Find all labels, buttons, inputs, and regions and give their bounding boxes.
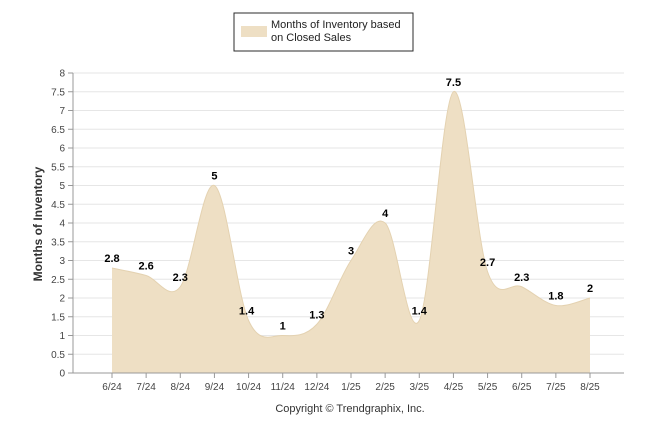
legend-text-line1: Months of Inventory based (271, 19, 401, 31)
y-tick-label: 5.5 (51, 162, 65, 173)
area-series (111, 91, 591, 373)
data-label: 2.3 (514, 272, 529, 284)
y-tick-label: 1 (59, 331, 65, 342)
y-tick-label: 6 (59, 144, 65, 155)
data-label: 3 (348, 246, 354, 258)
data-label: 2.6 (138, 261, 153, 273)
area-line (111, 91, 591, 338)
legend: Months of Inventory based on Closed Sale… (233, 12, 414, 52)
y-tick-label: 3 (59, 256, 65, 267)
x-tick-label: 6/25 (512, 382, 532, 393)
y-tick-label: 6.5 (51, 125, 65, 136)
y-tick-label: 0 (59, 369, 65, 380)
y-tick-label: 1.5 (51, 312, 65, 323)
data-label: 7.5 (446, 77, 461, 89)
x-tick-label: 6/24 (102, 382, 122, 393)
data-labels: 2.8 2.6 2.3 5 1.4 1 1.3 3 4 1.4 7.5 2.7 2.3 1.8 2 (104, 77, 593, 333)
data-label: 2.7 (480, 257, 495, 269)
y-tick-label: 5 (59, 181, 65, 192)
y-axis-ticks: 0 0.5 1 1.5 2 2.5 3 3.5 4 4.5 5 5.5 6 6.5 7 7.5 8 (51, 69, 73, 380)
data-label: 2.8 (104, 253, 119, 265)
y-tick-label: 4 (59, 219, 65, 230)
x-tick-label: 8/25 (580, 382, 600, 393)
y-tick-label: 8 (59, 69, 65, 80)
x-tick-label: 3/25 (410, 382, 430, 393)
x-tick-label: 7/25 (546, 382, 566, 393)
y-axis-title: Months of Inventory (31, 166, 45, 281)
data-label: 2.3 (173, 272, 188, 284)
y-tick-label: 3.5 (51, 237, 65, 248)
x-tick-label: 11/24 (271, 382, 296, 393)
x-tick-label: 4/25 (444, 382, 464, 393)
data-label: 1.8 (548, 291, 563, 303)
x-tick-label: 7/24 (136, 382, 156, 393)
data-label: 5 (211, 171, 217, 183)
legend-swatch (241, 26, 267, 37)
x-tick-label: 9/24 (205, 382, 225, 393)
y-tick-label: 0.5 (51, 350, 65, 361)
y-tick-label: 4.5 (51, 200, 65, 211)
data-label: 1.4 (239, 306, 255, 318)
y-tick-label: 7.5 (51, 87, 65, 98)
y-tick-label: 2.5 (51, 275, 65, 286)
x-tick-label: 8/24 (171, 382, 191, 393)
data-label: 1.4 (412, 306, 428, 318)
y-tick-label: 7 (59, 106, 65, 117)
x-tick-label: 1/25 (341, 382, 361, 393)
x-tick-label: 5/25 (478, 382, 498, 393)
x-tick-label: 2/25 (375, 382, 395, 393)
x-axis-ticks: 6/24 7/24 8/24 9/24 10/24 11/24 12/24 1/25 2/25 3… (102, 373, 600, 393)
x-tick-label: 10/24 (236, 382, 261, 393)
y-tick-label: 2 (59, 294, 65, 305)
data-label: 1.3 (309, 309, 324, 321)
x-tick-label: 12/24 (304, 382, 329, 393)
data-label: 4 (382, 208, 389, 220)
area-fill (112, 91, 590, 373)
legend-text-line2: on Closed Sales (271, 32, 352, 44)
copyright-text: Copyright © Trendgraphix, Inc. (275, 403, 424, 415)
data-label: 2 (587, 283, 593, 295)
data-label: 1 (280, 321, 286, 333)
